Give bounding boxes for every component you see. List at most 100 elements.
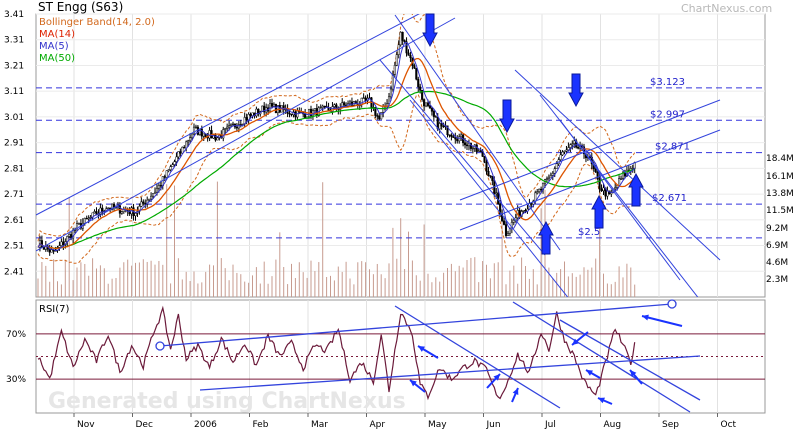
- volume-tick-label: 2.3M: [766, 275, 788, 285]
- candle-body: [614, 187, 617, 190]
- candle-body: [87, 217, 90, 220]
- candle-body: [456, 138, 459, 142]
- candle-body: [68, 234, 71, 237]
- candle-body: [74, 229, 77, 232]
- candle-body: [191, 133, 194, 138]
- candle-body: [465, 144, 469, 147]
- x-tick-label: Jul: [544, 420, 556, 430]
- candle-body: [378, 115, 381, 120]
- candle-body: [479, 150, 482, 152]
- candle-body: [594, 168, 597, 173]
- candle-body: [120, 211, 123, 214]
- rsi-trend-line: [559, 319, 701, 401]
- candle-body: [508, 228, 511, 234]
- x-tick-label: May: [428, 420, 447, 430]
- candle-body: [430, 107, 433, 112]
- candle-body: [477, 150, 480, 152]
- trend-channel-line: [36, 17, 456, 252]
- candle-body: [399, 32, 402, 46]
- down-arrow-icon: [499, 99, 515, 134]
- candle-body: [512, 219, 515, 223]
- candle-body: [235, 126, 238, 129]
- candle-body: [489, 175, 492, 177]
- price-tick-label: 3.21: [4, 61, 24, 71]
- candle-body: [419, 86, 422, 91]
- candle-body: [304, 113, 307, 119]
- ma14-line: [37, 57, 636, 250]
- x-tick-label: Sep: [662, 420, 679, 430]
- candle-body: [48, 248, 51, 253]
- candle-body: [101, 207, 104, 212]
- volume-tick-label: 16.1M: [766, 172, 794, 182]
- candle-body: [571, 143, 574, 145]
- rsi-trend-line: [512, 301, 691, 413]
- pointer-arrow-head: [572, 338, 579, 345]
- trend-channel-line: [409, 99, 569, 297]
- candle-body: [230, 123, 233, 126]
- candle-body: [202, 133, 205, 137]
- candle-body: [62, 241, 65, 246]
- x-tick-label: Mar: [311, 420, 328, 430]
- pointer-arrow-head: [642, 314, 649, 321]
- candle-body: [177, 151, 180, 158]
- price-tick-label: 2.71: [4, 190, 24, 200]
- pointer-arrow-head: [586, 370, 593, 376]
- candle-body: [214, 134, 217, 141]
- candle-body: [150, 195, 153, 200]
- down-arrow-icon: [568, 73, 584, 108]
- candle-body: [142, 201, 145, 204]
- candle-body: [561, 151, 564, 156]
- legend: Bollinger Band(14, 2.0) MA(14) MA(5) MA(…: [39, 17, 155, 64]
- candle-body: [152, 193, 155, 197]
- candle-body: [173, 161, 176, 165]
- candle-body: [631, 167, 634, 170]
- candle-body: [491, 176, 494, 181]
- candle-body: [159, 185, 162, 187]
- candle-body: [208, 130, 211, 139]
- candle-body: [524, 210, 527, 212]
- candle-body: [194, 126, 197, 129]
- candle-body: [620, 178, 623, 180]
- candle-body: [380, 112, 383, 120]
- candle-body: [83, 217, 86, 224]
- x-tick-label: Dec: [136, 420, 153, 430]
- candle-body: [559, 154, 562, 160]
- candle-body: [401, 32, 404, 41]
- candle-body: [567, 147, 570, 151]
- candle-body: [270, 103, 274, 107]
- ma5-line: [37, 41, 636, 252]
- candle-body: [231, 123, 235, 126]
- candle-body: [545, 178, 549, 180]
- bollinger-upper: [37, 14, 636, 242]
- candle-body: [421, 90, 424, 100]
- rsi-trend-anchor: [667, 299, 677, 309]
- candle-body: [263, 105, 266, 113]
- candle-body: [274, 103, 277, 113]
- candle-body: [99, 207, 102, 215]
- candle-body: [448, 134, 451, 136]
- candle-body: [222, 129, 225, 139]
- candle-body: [288, 113, 291, 115]
- candle-body: [407, 52, 410, 56]
- candle-body: [309, 108, 313, 117]
- candle-body: [452, 136, 455, 138]
- candle-body: [471, 147, 474, 150]
- rsi-trend-anchor: [155, 341, 165, 351]
- price-tick-label: 3.01: [4, 113, 24, 123]
- candle-body: [348, 101, 352, 104]
- x-tick-label: 2006: [194, 420, 217, 430]
- candle-body: [237, 124, 240, 129]
- pointer-arrow-head: [630, 370, 637, 377]
- pointer-arrow-head: [512, 388, 519, 395]
- candle-body: [440, 123, 443, 127]
- candle-body: [423, 99, 426, 107]
- candle-body: [224, 128, 227, 130]
- candle-body: [495, 192, 498, 195]
- bollinger-lower: [37, 94, 635, 264]
- candle-body: [251, 112, 254, 116]
- candle-body: [555, 163, 558, 169]
- candle-body: [189, 137, 192, 142]
- level-label: $2.5: [578, 227, 600, 238]
